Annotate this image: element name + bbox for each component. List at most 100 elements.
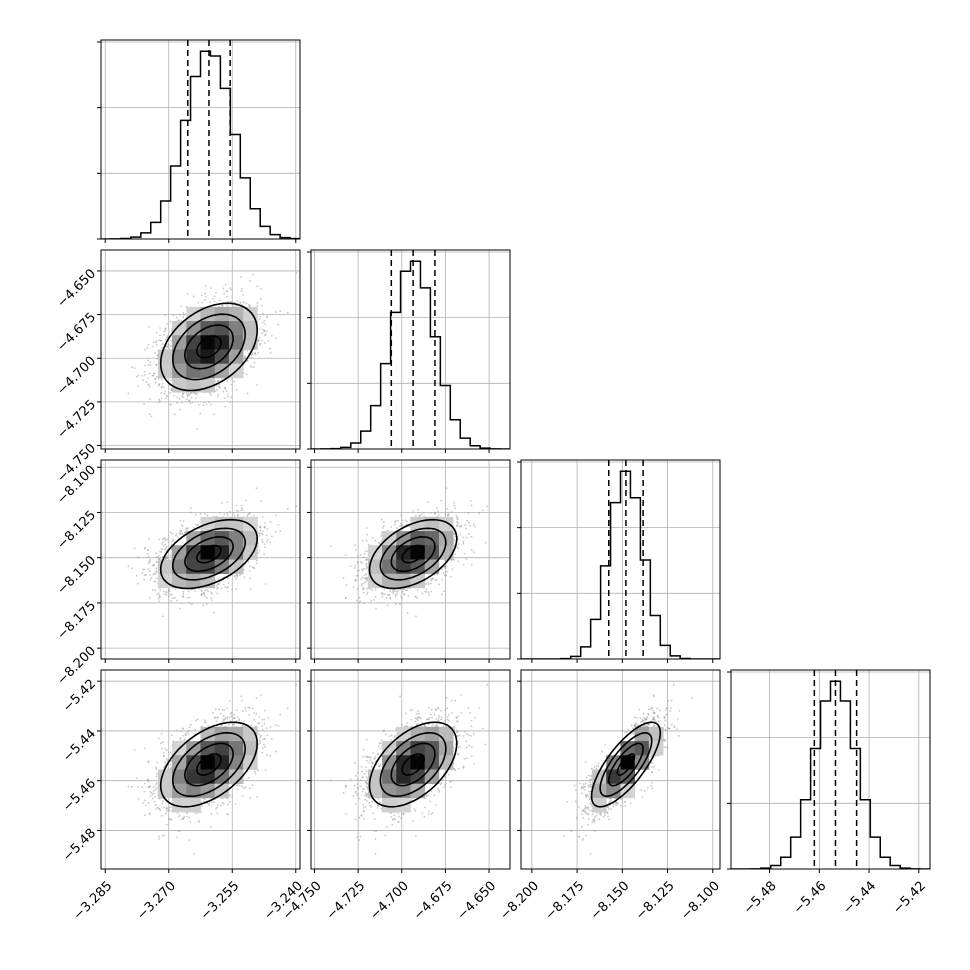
sample-point [244, 356, 247, 359]
sample-point [236, 788, 239, 791]
sample-point [438, 790, 440, 793]
sample-point [150, 415, 153, 418]
sample-point [208, 401, 211, 404]
sample-point [163, 755, 166, 757]
sample-point [397, 812, 400, 814]
sample-point [460, 694, 463, 696]
sample-point [286, 707, 289, 710]
sample-point [166, 335, 169, 337]
density-cell [214, 531, 230, 546]
sample-point [374, 588, 377, 591]
sample-point [365, 576, 368, 579]
sample-point [275, 530, 277, 533]
sample-point [255, 559, 258, 562]
sample-point [484, 743, 487, 746]
sample-point [356, 794, 359, 797]
sample-point [436, 573, 439, 576]
sample-point [164, 747, 166, 750]
sample-point [226, 715, 229, 718]
sample-point [240, 290, 243, 292]
sample-point [356, 771, 359, 774]
sample-point [663, 724, 666, 726]
sample-point [146, 552, 149, 555]
sample-point [361, 583, 363, 585]
sample-point [365, 566, 368, 569]
sample-point [676, 717, 679, 720]
sample-point [217, 577, 220, 580]
sample-point [359, 560, 362, 563]
sample-point [263, 526, 266, 528]
sample-point [143, 799, 146, 802]
sample-point [440, 709, 443, 712]
sample-point [172, 538, 175, 541]
sample-point [437, 719, 440, 721]
density-cell [243, 321, 258, 336]
histogram-step-1 [311, 260, 510, 449]
sample-point [238, 784, 241, 787]
sample-point [384, 834, 386, 837]
sample-point [261, 321, 264, 324]
sample-point [363, 817, 366, 820]
sample-point [601, 750, 604, 753]
sample-point [430, 790, 433, 793]
sample-point [235, 577, 237, 580]
scatter-panel-2-0 [97, 459, 301, 663]
sample-point [266, 734, 269, 737]
sample-point [175, 534, 177, 537]
sample-point [465, 746, 468, 749]
density-cell [410, 531, 426, 546]
sample-point [221, 708, 224, 711]
sample-point [180, 530, 183, 532]
sample-point [249, 365, 252, 368]
panel-frame [100, 459, 301, 660]
sample-point [406, 611, 409, 614]
sample-point [261, 516, 264, 519]
sample-point [212, 611, 215, 614]
sample-point [204, 292, 207, 295]
sample-point [368, 801, 371, 804]
sample-point [453, 725, 456, 727]
sample-point [465, 527, 468, 530]
sample-point [265, 534, 268, 537]
sample-point [212, 800, 215, 803]
sample-point [249, 797, 252, 800]
sample-point [251, 566, 254, 568]
sample-point [394, 595, 397, 598]
sample-point [277, 725, 280, 727]
sample-point [152, 792, 155, 795]
sample-point [587, 806, 590, 809]
sample-point [167, 347, 170, 349]
sample-point [416, 597, 419, 599]
sample-point [147, 760, 150, 763]
sample-point [247, 352, 250, 355]
sample-point [342, 792, 345, 794]
sample-point [399, 522, 402, 525]
sample-point [650, 785, 653, 787]
sample-point [204, 285, 207, 288]
sample-point [468, 521, 470, 524]
sample-point [130, 567, 133, 570]
sample-point [226, 717, 229, 720]
sample-point [149, 361, 152, 364]
sample-point [223, 397, 226, 400]
sample-point [176, 536, 179, 539]
sample-point [365, 738, 368, 741]
sample-point [149, 364, 152, 366]
sample-point [233, 380, 236, 383]
density-cell [172, 363, 187, 379]
sample-point [248, 279, 251, 282]
sample-point [356, 555, 359, 557]
sample-point [193, 588, 196, 591]
sample-point [363, 582, 365, 584]
sample-point [425, 588, 428, 591]
sample-point [261, 332, 264, 335]
sample-point [363, 577, 366, 580]
sample-point [155, 552, 157, 555]
sample-point [226, 514, 229, 517]
sample-point [248, 304, 251, 307]
sample-point [362, 809, 365, 812]
sample-point [358, 569, 360, 572]
sample-point [588, 808, 590, 811]
sample-point [406, 722, 408, 725]
sample-point [194, 513, 197, 516]
